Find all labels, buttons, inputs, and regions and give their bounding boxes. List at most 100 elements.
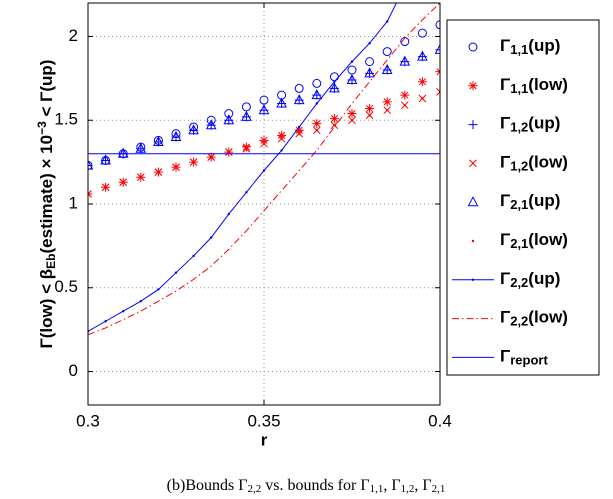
marker [417, 28, 427, 38]
marker [262, 142, 266, 145]
marks [88, 3, 440, 336]
marker [421, 97, 424, 100]
marker [471, 239, 475, 243]
marker [153, 135, 164, 147]
caption-part: , Γ [383, 477, 400, 494]
marker [436, 87, 440, 96]
marker [227, 212, 230, 216]
ylabel-part: < Γ(up) [37, 60, 56, 122]
marker [227, 150, 230, 154]
marker [386, 20, 389, 23]
marker [294, 83, 304, 93]
marker [139, 176, 142, 179]
marker [469, 159, 477, 168]
marker [276, 97, 287, 108]
marker [311, 89, 323, 100]
ylabel-part: (estimate) × 10 [37, 135, 56, 254]
marker [468, 120, 478, 130]
caption-part: , Γ [414, 477, 431, 494]
marker [368, 42, 371, 45]
marker [88, 159, 94, 170]
caption: (b)Bounds Γ2,2 vs. bounds for Γ1,1, Γ1,2… [167, 477, 446, 495]
legend-label: Γ2,1(low) [500, 230, 568, 251]
marker [210, 236, 213, 239]
marker [333, 80, 336, 83]
marker [241, 142, 251, 152]
x-tick-label: 0.3 [76, 411, 100, 430]
marker [104, 320, 107, 323]
caption-part: vs. bounds for Γ [261, 477, 369, 494]
marker [365, 57, 375, 67]
marker [386, 109, 389, 112]
legend-label: Γ2,2(up) [500, 269, 560, 290]
marker [88, 190, 92, 198]
marker [467, 196, 479, 207]
caption-part: 1,1 [370, 483, 384, 495]
caption-part: 2,1 [432, 483, 446, 495]
marker [403, 103, 406, 107]
marker [139, 299, 142, 303]
marker [346, 73, 358, 85]
marker [245, 191, 248, 194]
marker [280, 137, 283, 140]
marker [399, 55, 411, 66]
y-tick-label: 1 [69, 193, 78, 212]
marker [262, 169, 266, 172]
legend-label: Γ1,2(low) [500, 153, 568, 174]
marker [293, 94, 305, 105]
marker [277, 130, 287, 140]
marker [122, 181, 125, 184]
marker [368, 114, 371, 117]
ylabel-part: Eb [44, 254, 58, 269]
marker [315, 129, 318, 132]
legend-label: Γ2,2(low) [500, 308, 568, 329]
legend-label: Γ2,1(up) [500, 192, 560, 213]
marker [157, 170, 160, 174]
marker [471, 278, 475, 281]
marker [174, 271, 178, 274]
marker [100, 154, 111, 165]
marker [205, 119, 217, 130]
marker [259, 135, 269, 145]
marker [245, 147, 248, 150]
y-tick-label: 1.5 [54, 110, 78, 129]
marker [170, 130, 182, 141]
marker [258, 104, 270, 115]
marker [364, 67, 375, 78]
marker [122, 310, 125, 313]
marker [210, 155, 213, 159]
marker [312, 78, 322, 88]
x-tick-label: 0.35 [247, 411, 280, 430]
legend-label: Γreport [500, 347, 548, 368]
y-tick-label: 0 [69, 361, 78, 380]
marker [104, 186, 107, 189]
marker [192, 254, 195, 258]
marker [298, 132, 301, 135]
legend-label: Γ1,1(up) [500, 36, 560, 57]
marker [434, 43, 440, 54]
ylabel-part: Γ(low) < β [37, 269, 56, 349]
caption-part: (b)Bounds Γ [167, 477, 248, 494]
caption-part: 1,2 [401, 483, 415, 495]
marker [192, 160, 195, 164]
legend: Γ1,1(up) Γ1,1(low) Γ1,2(up) Γ1,2(low) Γ2,1(u… [452, 36, 568, 368]
marker [329, 82, 340, 93]
y-tick-label: 0.5 [54, 277, 78, 296]
marker [417, 77, 427, 87]
y-tick-label: 2 [69, 26, 78, 45]
x-tick-label: 0.4 [428, 411, 452, 430]
marker [298, 125, 301, 129]
marker [280, 149, 283, 152]
marker [135, 142, 147, 153]
marker [294, 125, 304, 135]
marker [435, 20, 440, 30]
marker [315, 102, 318, 105]
marker [382, 97, 392, 107]
marker [468, 42, 478, 52]
marker [312, 119, 322, 129]
y-axis-label: Γ(low) < βEb(estimate) × 10−3 < Γ(up) [35, 60, 57, 349]
ylabel-part: −3 [35, 121, 49, 135]
marker [174, 165, 178, 169]
marker [417, 50, 428, 61]
